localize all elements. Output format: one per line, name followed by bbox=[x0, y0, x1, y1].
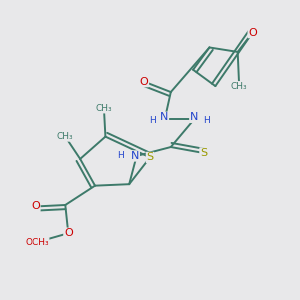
Text: O: O bbox=[140, 76, 148, 87]
Text: CH₃: CH₃ bbox=[57, 132, 74, 141]
Text: N: N bbox=[160, 112, 169, 122]
Text: H: H bbox=[150, 116, 156, 125]
Text: S: S bbox=[146, 152, 154, 162]
Text: H: H bbox=[203, 116, 210, 125]
Text: N: N bbox=[190, 112, 198, 122]
Text: O: O bbox=[31, 202, 40, 212]
Text: CH₃: CH₃ bbox=[96, 104, 112, 113]
Text: O: O bbox=[64, 228, 73, 238]
Text: OCH₃: OCH₃ bbox=[25, 238, 49, 247]
Text: CH₃: CH₃ bbox=[231, 82, 247, 91]
Text: N: N bbox=[131, 151, 139, 161]
Text: H: H bbox=[117, 152, 124, 160]
Text: O: O bbox=[248, 28, 257, 38]
Text: S: S bbox=[200, 148, 207, 158]
